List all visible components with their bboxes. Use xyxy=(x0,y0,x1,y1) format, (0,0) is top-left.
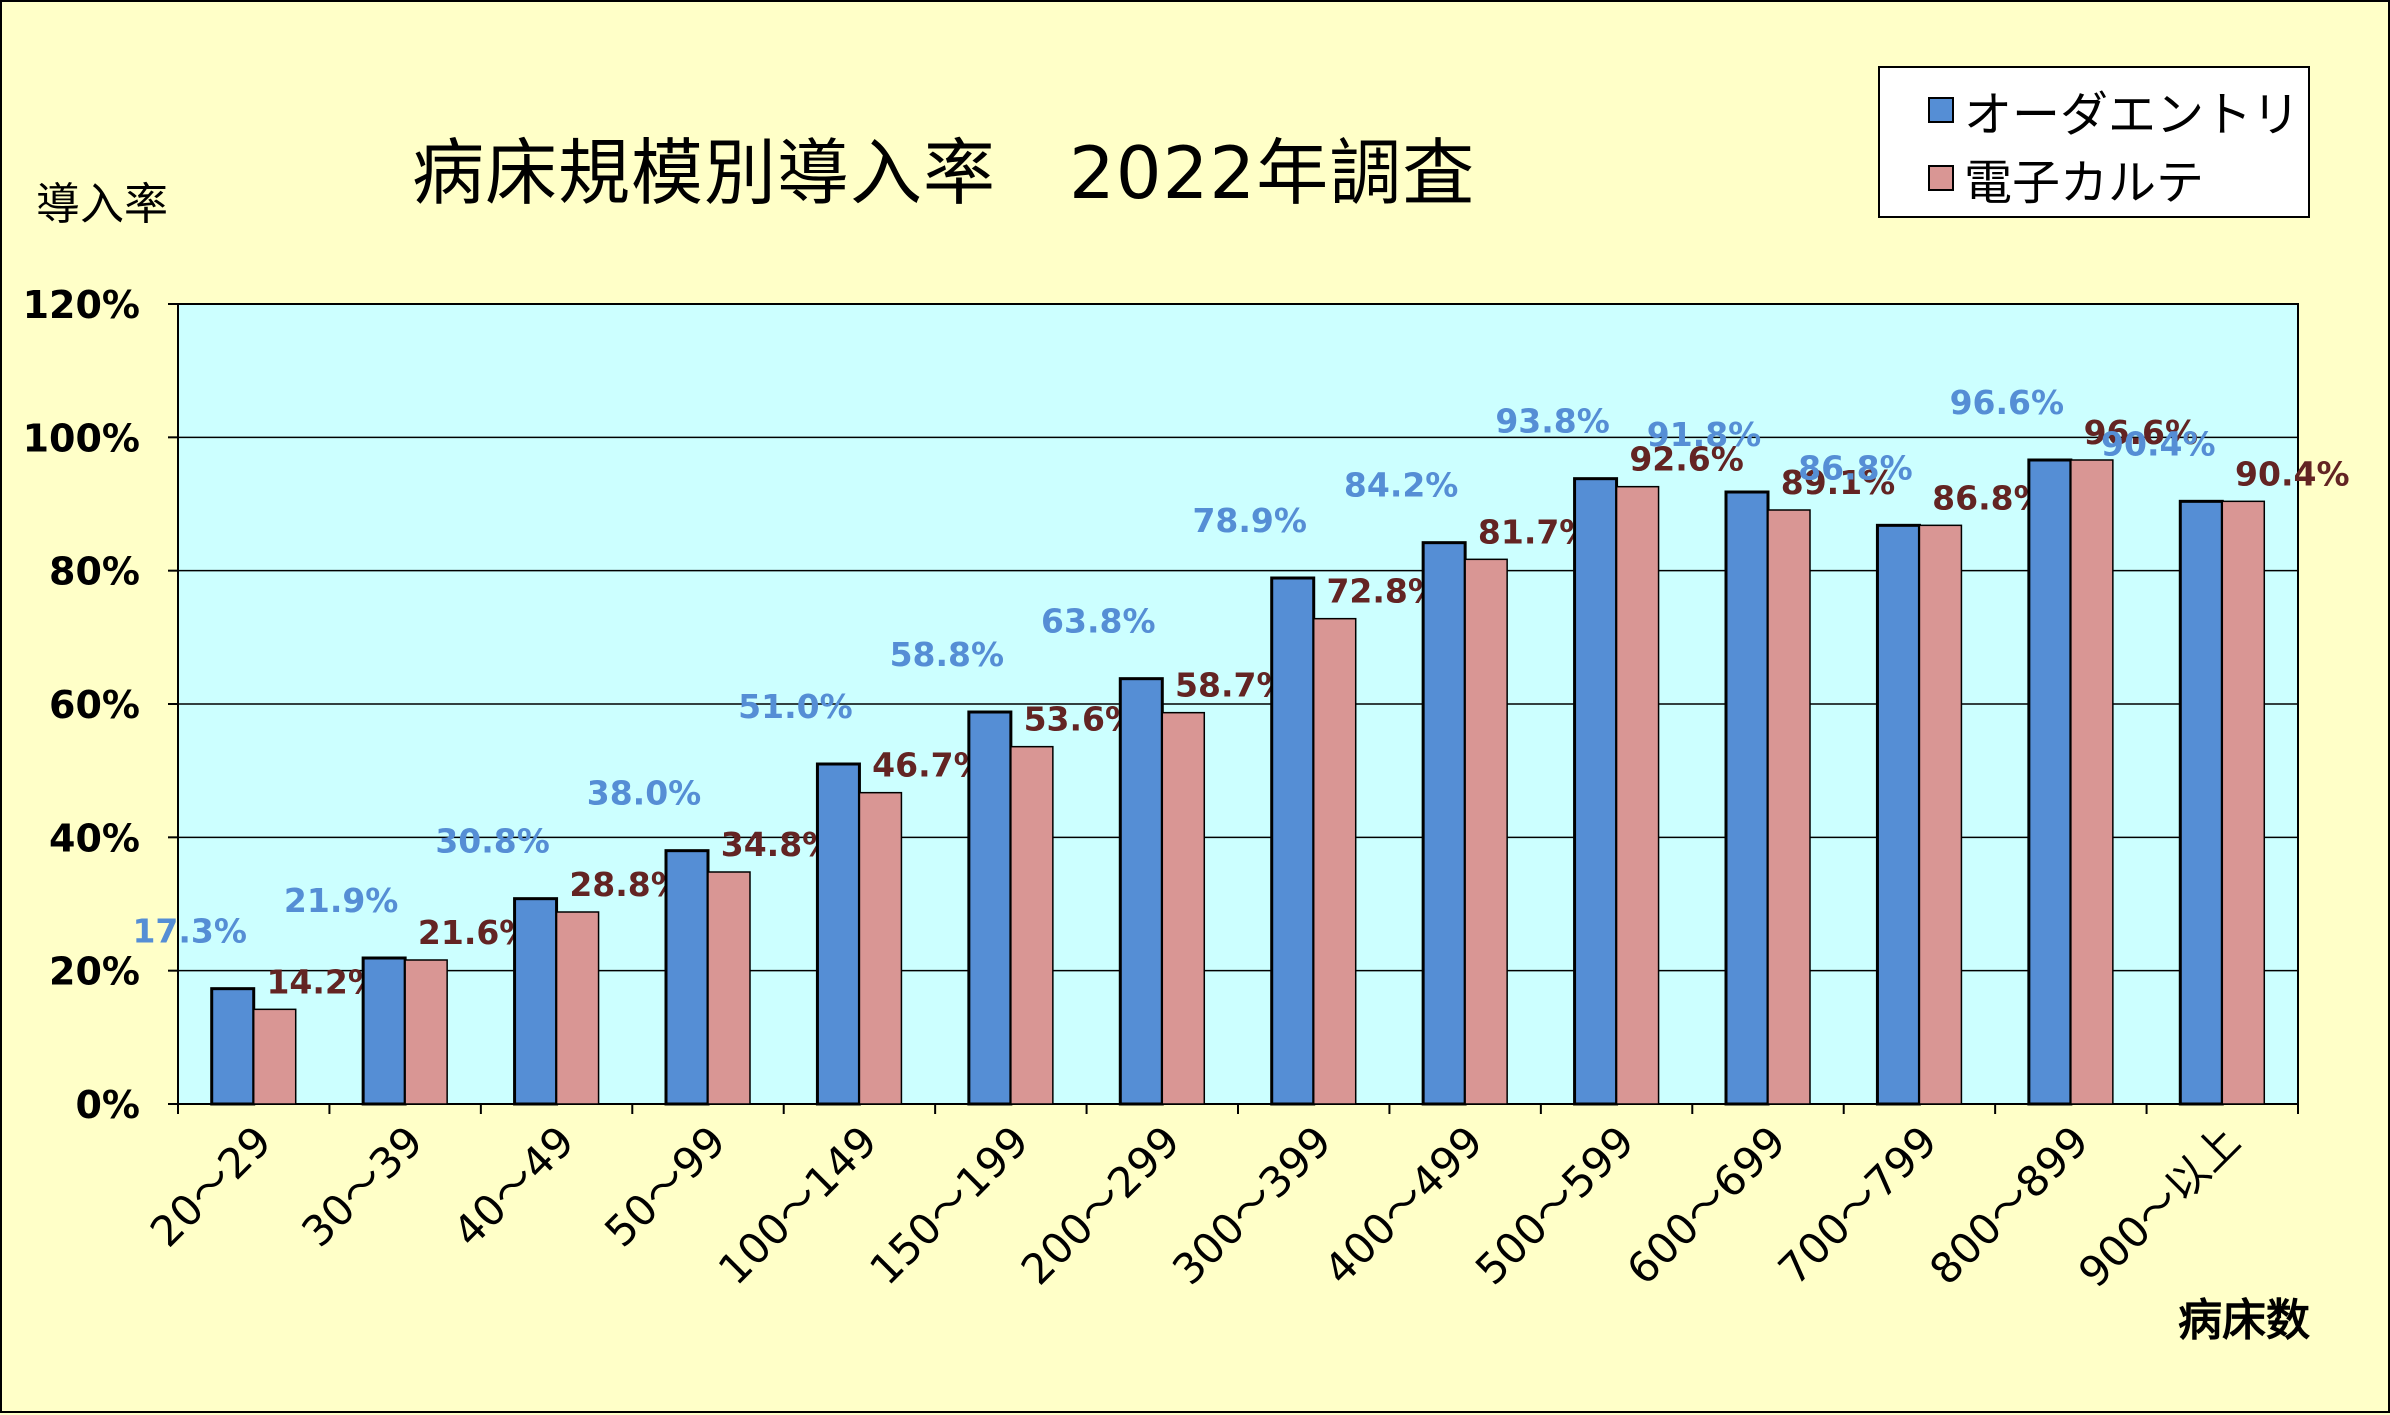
bar-order-entry xyxy=(210,987,256,1106)
data-label-order-entry: 86.8% xyxy=(1798,448,1913,487)
chart-title: 病床規模別導入率 2022年調査 xyxy=(412,131,1476,215)
y-tick-label: 40% xyxy=(49,816,140,860)
bar-emr xyxy=(1464,558,1508,1105)
bar-order-entry xyxy=(1724,490,1770,1106)
bar-emr xyxy=(2221,500,2266,1105)
x-category-label: 900～以上 xyxy=(2069,1116,2249,1296)
legend-item-emr: 電子カルテ xyxy=(1928,148,2204,211)
data-label-emr: 89.1% xyxy=(1781,463,1896,502)
data-label-order-entry: 91.8% xyxy=(1647,415,1762,454)
data-label-order-entry: 78.9% xyxy=(1192,501,1307,540)
bar-order-entry xyxy=(361,956,407,1106)
bar-order-entry xyxy=(1573,477,1619,1106)
x-category-label: 30～39 xyxy=(292,1116,432,1256)
data-label-order-entry: 21.9% xyxy=(284,881,399,920)
data-label-order-entry: 58.8% xyxy=(890,635,1005,674)
data-label-emr: 90.4% xyxy=(2235,454,2350,493)
data-label-order-entry: 96.6% xyxy=(1950,383,2065,422)
bar-emr xyxy=(404,959,448,1105)
bar-emr xyxy=(1767,509,1811,1105)
bar-order-entry xyxy=(815,762,861,1106)
bar-emr xyxy=(1312,617,1357,1105)
bar-order-entry xyxy=(664,849,710,1106)
x-category-label: 400～499 xyxy=(1314,1116,1492,1294)
y-tick-label: 120% xyxy=(23,283,140,327)
x-category-label: 600～699 xyxy=(1617,1116,1795,1294)
data-label-order-entry: 38.0% xyxy=(587,774,702,813)
bar-emr xyxy=(707,871,751,1105)
bar-emr xyxy=(1010,745,1054,1105)
data-label-order-entry: 51.0% xyxy=(738,687,853,726)
data-label-order-entry: 30.8% xyxy=(435,822,550,861)
bar-order-entry xyxy=(2178,499,2224,1106)
legend-swatch-emr xyxy=(1928,165,1954,191)
bar-emr xyxy=(1615,485,1660,1105)
x-category-label: 200～299 xyxy=(1012,1116,1190,1294)
x-category-label: 100～149 xyxy=(709,1116,887,1294)
data-label-emr: 92.6% xyxy=(1629,440,1744,479)
x-category-label: 150～199 xyxy=(860,1116,1038,1294)
y-axis-label: 導入率 xyxy=(36,179,168,230)
y-tick-label: 100% xyxy=(23,416,140,460)
bar-order-entry xyxy=(513,897,559,1106)
x-category-label: 20～29 xyxy=(141,1116,281,1256)
bar-emr xyxy=(1161,711,1206,1105)
x-category-label: 700～799 xyxy=(1769,1116,1947,1294)
x-category-label: 500～599 xyxy=(1466,1116,1644,1294)
bar-emr xyxy=(555,911,600,1105)
y-tick-label: 0% xyxy=(75,1083,140,1127)
data-label-emr: 96.6% xyxy=(2084,413,2199,452)
y-tick-label: 80% xyxy=(49,550,140,594)
bar-order-entry xyxy=(1270,576,1316,1106)
data-label-order-entry: 17.3% xyxy=(132,912,247,951)
x-category-label: 40～49 xyxy=(444,1116,584,1256)
legend-label-emr: 電子カルテ xyxy=(1964,155,2205,211)
y-tick-label: 60% xyxy=(49,683,140,727)
x-category-label: 50～99 xyxy=(595,1116,735,1256)
data-label-order-entry: 90.4% xyxy=(2101,424,2216,463)
legend: オーダエントリ 電子カルテ xyxy=(1878,66,2310,218)
y-tick-label: 20% xyxy=(49,950,140,994)
bar-order-entry xyxy=(1875,523,1921,1106)
bar-emr xyxy=(2070,459,2114,1105)
data-label-order-entry: 63.8% xyxy=(1041,602,1156,641)
data-label-order-entry: 84.2% xyxy=(1344,466,1459,505)
bar-emr xyxy=(1918,524,1963,1105)
bar-order-entry xyxy=(1118,677,1164,1106)
bar-emr xyxy=(252,1008,297,1105)
x-category-label: 800～899 xyxy=(1920,1116,2098,1294)
bar-order-entry xyxy=(967,710,1013,1106)
bar-order-entry xyxy=(1421,541,1467,1106)
bar-order-entry xyxy=(2027,458,2073,1106)
x-category-label: 300～399 xyxy=(1163,1116,1341,1294)
legend-swatch-order-entry xyxy=(1928,97,1954,123)
legend-item-order-entry: オーダエントリ xyxy=(1928,80,2300,143)
x-axis-label: 病床数 xyxy=(2178,1295,2310,1346)
legend-label-order-entry: オーダエントリ xyxy=(1964,87,2301,143)
bar-emr xyxy=(858,791,903,1105)
data-label-order-entry: 93.8% xyxy=(1495,402,1610,441)
